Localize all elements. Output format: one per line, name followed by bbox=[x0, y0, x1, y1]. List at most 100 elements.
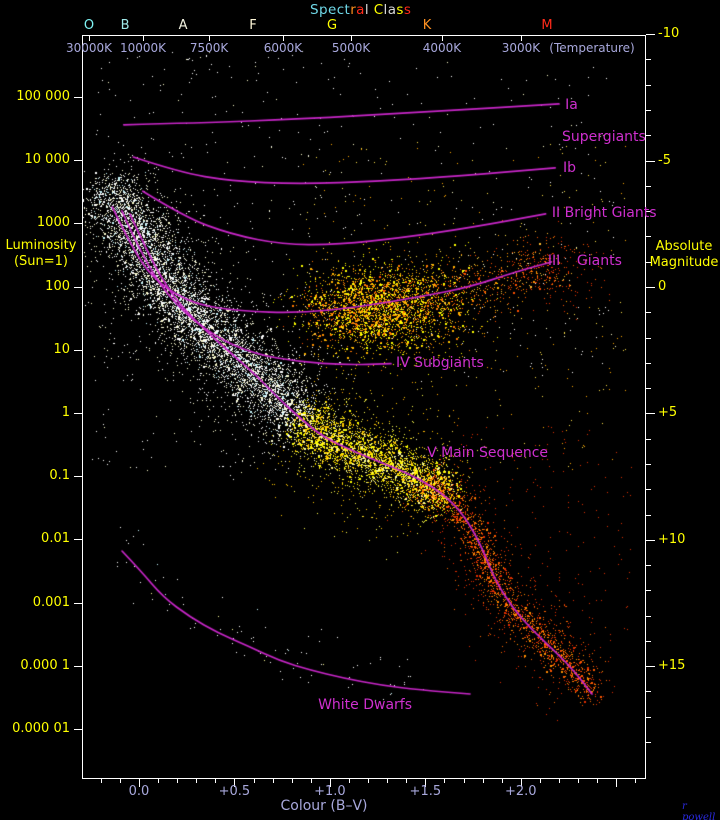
spectral-class-title-letter: a bbox=[356, 2, 365, 18]
luminosity-class-curve-label: III bbox=[547, 253, 561, 269]
magnitude-tick bbox=[646, 110, 651, 112]
luminosity-tick-label: 1 bbox=[61, 405, 70, 420]
magnitude-tick bbox=[646, 236, 651, 238]
magnitude-tick bbox=[646, 716, 651, 718]
spectral-class-title-letter: S bbox=[310, 2, 319, 18]
temperature-tick bbox=[520, 35, 522, 41]
temperature-tick bbox=[441, 35, 443, 41]
colour-tick bbox=[139, 779, 140, 787]
luminosity-tick bbox=[74, 223, 82, 225]
magnitude-tick bbox=[646, 463, 651, 465]
colour-tick bbox=[558, 779, 560, 783]
colour-tick bbox=[272, 779, 274, 783]
magnitude-tick bbox=[646, 312, 651, 314]
magnitude-tick bbox=[646, 362, 651, 364]
magnitude-tick bbox=[646, 185, 651, 187]
luminosity-axis-title-line2: (Sun=1) bbox=[13, 254, 69, 269]
magnitude-tick-label: +5 bbox=[658, 405, 678, 421]
luminosity-tick-label: 100 bbox=[45, 278, 70, 294]
colour-tick bbox=[196, 779, 198, 783]
luminosity-tick bbox=[74, 286, 82, 288]
magnitude-tick bbox=[646, 84, 651, 86]
colour-tick-label: +2.0 bbox=[505, 784, 537, 799]
colour-tick bbox=[100, 779, 102, 783]
colour-tick bbox=[482, 779, 484, 783]
colour-tick bbox=[177, 779, 179, 783]
temperature-tick bbox=[351, 35, 353, 41]
magnitude-tick bbox=[646, 337, 651, 339]
colour-tick bbox=[539, 779, 541, 783]
spectral-class-title-letter: t bbox=[344, 2, 351, 18]
spectral-class-label: F bbox=[249, 18, 257, 33]
colour-tick bbox=[387, 779, 389, 783]
spectral-class-label: A bbox=[178, 18, 188, 33]
luminosity-tick-label: 10 bbox=[53, 341, 70, 357]
luminosity-tick bbox=[74, 539, 82, 541]
magnitude-tick bbox=[646, 287, 655, 288]
colour-tick bbox=[329, 779, 331, 787]
temperature-note: (Temperature) bbox=[549, 41, 635, 55]
spectral-class-title-letter: e bbox=[327, 2, 337, 18]
colour-tick bbox=[597, 779, 599, 783]
magnitude-axis-title: Absolute Magnitude bbox=[648, 239, 720, 271]
luminosity-axis-title-line1: Luminosity bbox=[5, 238, 77, 253]
colour-tick bbox=[158, 779, 160, 783]
luminosity-class-curve-label: Ia bbox=[565, 97, 578, 114]
magnitude-tick bbox=[646, 135, 651, 137]
luminosity-class-curve-label: IV Subgiants bbox=[395, 355, 484, 371]
hr-scatter-canvas bbox=[83, 36, 644, 777]
colour-axis-title: Colour (B–V) bbox=[280, 798, 368, 814]
colour-tick bbox=[215, 779, 217, 783]
colour-tick-label: 0.0 bbox=[128, 784, 150, 799]
magnitude-tick bbox=[646, 211, 651, 213]
spectral-class-title-letter: l bbox=[364, 2, 370, 18]
luminosity-class-curve-label: V Main Sequence bbox=[427, 445, 549, 461]
magnitude-tick bbox=[646, 590, 651, 592]
luminosity-class-curve-label: Supergiants bbox=[562, 129, 646, 145]
luminosity-tick bbox=[74, 160, 82, 162]
temperature-label: 10000K bbox=[119, 41, 167, 55]
magnitude-tick-label: +15 bbox=[658, 658, 686, 674]
colour-tick bbox=[348, 779, 350, 783]
spectral-class-title-letter: c bbox=[336, 2, 345, 18]
luminosity-tick bbox=[74, 97, 82, 98]
luminosity-tick-label: 0.001 bbox=[32, 594, 70, 610]
colour-tick bbox=[444, 779, 446, 783]
luminosity-tick bbox=[74, 349, 82, 351]
temperature-label: 4000K bbox=[422, 41, 462, 55]
magnitude-tick bbox=[646, 388, 651, 390]
magnitude-tick bbox=[646, 615, 651, 617]
luminosity-tick bbox=[74, 413, 82, 414]
colour-tick bbox=[234, 779, 236, 787]
magnitude-tick bbox=[646, 59, 651, 61]
luminosity-tick-label: 10 000 bbox=[24, 152, 71, 168]
colour-tick bbox=[406, 779, 408, 783]
magnitude-tick-label: +10 bbox=[658, 531, 686, 547]
luminosity-class-curve-label: Giants bbox=[576, 253, 622, 269]
colour-tick bbox=[520, 779, 522, 787]
magnitude-tick bbox=[646, 261, 651, 263]
magnitude-tick-label: 0 bbox=[658, 279, 667, 294]
magnitude-tick bbox=[646, 666, 655, 668]
magnitude-axis-title-line1: Absolute bbox=[655, 239, 713, 254]
colour-tick bbox=[368, 779, 370, 783]
temperature-tick bbox=[88, 35, 90, 41]
temperature-label: 3000K bbox=[501, 41, 541, 55]
spectral-class-title-letter: s bbox=[403, 2, 412, 18]
spectral-class-title-letter: s bbox=[396, 2, 404, 18]
colour-tick bbox=[616, 779, 618, 787]
luminosity-tick-label: 0.01 bbox=[41, 531, 70, 547]
temperature-label: 7500K bbox=[189, 41, 229, 55]
spectral-class-title-letter: l bbox=[383, 2, 388, 18]
colour-tick-label: +1.0 bbox=[314, 784, 346, 799]
colour-tick bbox=[635, 779, 637, 783]
magnitude-tick bbox=[646, 691, 651, 693]
magnitude-tick bbox=[646, 514, 651, 516]
colour-tick bbox=[310, 779, 312, 783]
luminosity-class-curve-label: II Bright Giants bbox=[551, 204, 657, 221]
luminosity-tick bbox=[74, 602, 82, 604]
luminosity-tick bbox=[74, 476, 82, 478]
temperature-label: 6000K bbox=[263, 41, 303, 55]
spectral-class-title-letter: a bbox=[387, 2, 397, 18]
